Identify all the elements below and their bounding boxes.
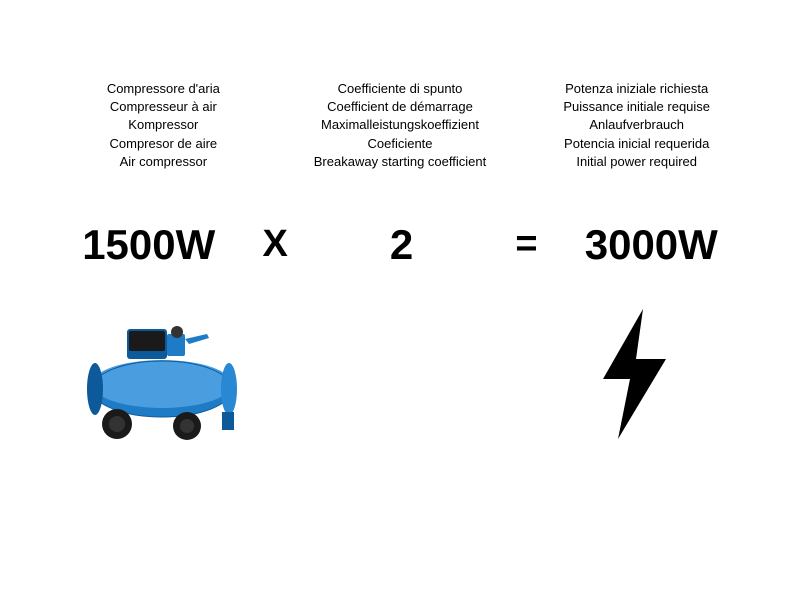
label-text: Air compressor	[50, 153, 277, 171]
compressor-labels: Compressore d'aria Compresseur à air Kom…	[50, 80, 277, 171]
label-text: Anlaufverbrauch	[523, 116, 750, 134]
label-text: Potencia inicial requerida	[523, 135, 750, 153]
compressor-slot	[50, 299, 283, 449]
middle-column: Coefficiente di spunto Coefficient de dé…	[287, 80, 514, 201]
wattage-value: 1500W	[50, 221, 247, 269]
infographic-container: Compressore d'aria Compresseur à air Kom…	[0, 0, 800, 600]
lightning-bolt-icon	[588, 304, 678, 444]
left-column: Compressore d'aria Compresseur à air Kom…	[50, 80, 277, 201]
label-text: Breakaway starting coefficient	[287, 153, 514, 171]
compressor-icon	[77, 304, 257, 444]
result-value: 3000W	[553, 221, 750, 269]
icons-row	[50, 299, 750, 449]
label-text: Maximalleistungskoeffizient	[287, 116, 514, 134]
right-column: Potenza iniziale richiesta Puissance ini…	[523, 80, 750, 201]
labels-row: Compressore d'aria Compresseur à air Kom…	[50, 80, 750, 201]
equation-row: 1500W X 2 = 3000W	[50, 221, 750, 269]
label-text: Initial power required	[523, 153, 750, 171]
label-text: Coefficiente di spunto	[287, 80, 514, 98]
label-text: Puissance initiale requise	[523, 98, 750, 116]
empty-slot	[283, 299, 516, 449]
label-text: Coefficient de démarrage	[287, 98, 514, 116]
bolt-slot	[517, 299, 750, 449]
equals-operator: =	[500, 223, 552, 266]
power-labels: Potenza iniziale richiesta Puissance ini…	[523, 80, 750, 171]
label-text: Compresseur à air	[50, 98, 277, 116]
coefficient-labels: Coefficiente di spunto Coefficient de dé…	[287, 80, 514, 171]
label-text: Coeficiente	[287, 135, 514, 153]
multiply-operator: X	[247, 223, 302, 266]
coefficient-value: 2	[303, 221, 500, 269]
label-text: Potenza iniziale richiesta	[523, 80, 750, 98]
label-text: Kompressor	[50, 116, 277, 134]
label-text: Compresor de aire	[50, 135, 277, 153]
label-text: Compressore d'aria	[50, 80, 277, 98]
